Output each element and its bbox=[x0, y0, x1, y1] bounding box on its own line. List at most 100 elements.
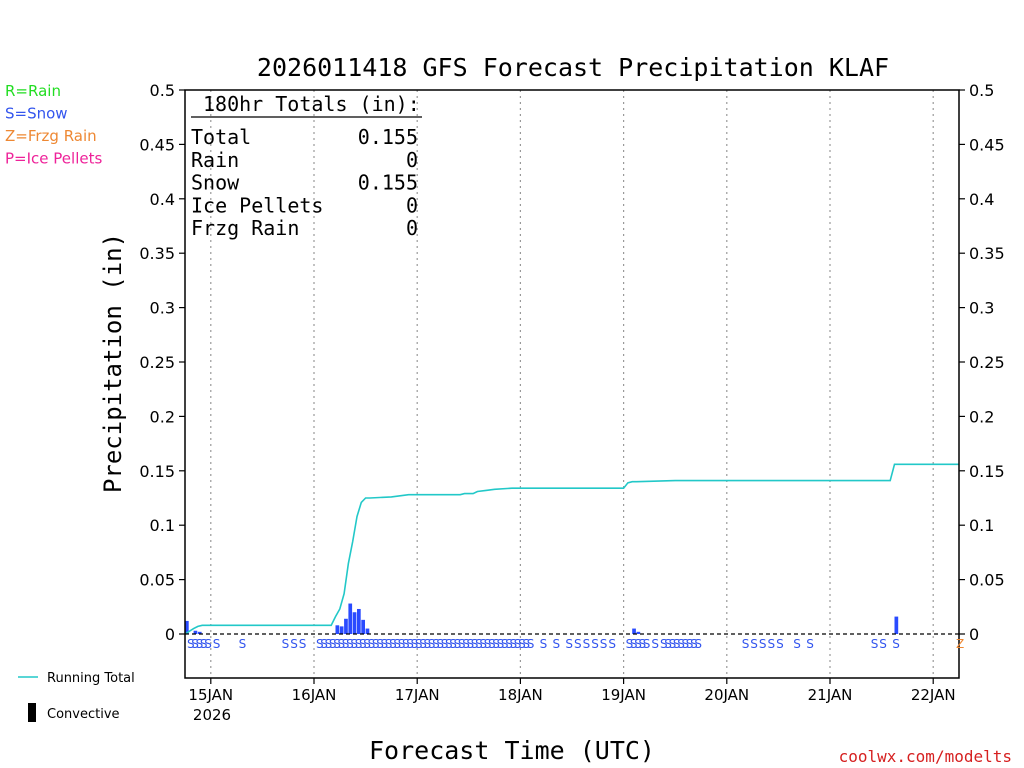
y-tick-label-right: 0.25 bbox=[969, 353, 1005, 372]
type-legend-entry: S=Snow bbox=[5, 105, 68, 123]
snow-marker: S bbox=[290, 637, 298, 651]
y-tick-label-left: 0.3 bbox=[150, 299, 175, 318]
x-axis-ticks: 15JAN 16JAN 17JAN 18JAN 19JAN 20JAN 21JAN 22JAN bbox=[188, 678, 956, 704]
precip-bar-5 bbox=[344, 618, 348, 634]
y-tick-label-left: 0.4 bbox=[150, 190, 175, 209]
snow-marker: S bbox=[282, 637, 290, 651]
snow-marker: S bbox=[368, 637, 376, 651]
snow-marker: S bbox=[686, 637, 694, 651]
snow-marker: S bbox=[350, 637, 358, 651]
snow-marker: S bbox=[514, 637, 522, 651]
series-legend: Running Total Convective bbox=[18, 671, 135, 722]
convective-legend-label: Convective bbox=[47, 707, 120, 722]
snow-marker: S bbox=[376, 637, 384, 651]
snow-marker: S bbox=[527, 637, 535, 651]
running-total-line bbox=[184, 463, 959, 635]
snow-marker: S bbox=[505, 637, 513, 651]
snow-marker: S bbox=[750, 637, 758, 651]
totals-header: 180hr Totals (in): bbox=[203, 92, 420, 116]
snow-marker: S bbox=[553, 637, 561, 651]
snow-marker: S bbox=[436, 637, 444, 651]
x-tick-label: 19JAN bbox=[601, 686, 646, 704]
y-tick-label-left: 0.5 bbox=[150, 81, 175, 100]
snow-marker: S bbox=[871, 637, 879, 651]
snow-marker: S bbox=[806, 637, 814, 651]
snow-marker: S bbox=[630, 637, 638, 651]
snow-marker: S bbox=[892, 637, 900, 651]
snow-marker: S bbox=[196, 637, 204, 651]
snow-marker: S bbox=[677, 637, 685, 651]
totals-value: 0 bbox=[406, 193, 418, 217]
totals-label: Ice Pellets bbox=[191, 193, 323, 217]
snow-marker: S bbox=[488, 637, 496, 651]
type-legend-entry: R=Rain bbox=[5, 82, 61, 100]
y-tick-label-right: 0.15 bbox=[969, 462, 1005, 481]
snow-marker: S bbox=[492, 637, 500, 651]
snow-marker: S bbox=[600, 637, 608, 651]
snow-marker: S bbox=[664, 637, 672, 651]
precip-bar-9 bbox=[361, 619, 365, 634]
snow-marker: S bbox=[742, 637, 750, 651]
x-tick-label: 16JAN bbox=[292, 686, 337, 704]
y-tick-label-left: 0.25 bbox=[139, 353, 175, 372]
snow-marker: S bbox=[393, 637, 401, 651]
snow-marker: S bbox=[574, 637, 582, 651]
snow-marker: S bbox=[479, 637, 487, 651]
totals-box: 180hr Totals (in): Total 0.155 Rain 0 Snow 0.1… bbox=[191, 92, 422, 240]
snow-marker: S bbox=[389, 637, 397, 651]
y-tick-label-left: 0.1 bbox=[150, 516, 175, 535]
precip-bar-3 bbox=[335, 625, 340, 634]
snow-marker: S bbox=[381, 637, 389, 651]
y-tick-label-right: 0.4 bbox=[969, 190, 994, 209]
snow-marker: S bbox=[518, 637, 526, 651]
source-credit: coolwx.com/modelts bbox=[839, 747, 1012, 766]
x-tick-label: 21JAN bbox=[808, 686, 853, 704]
snow-marker: S bbox=[406, 637, 414, 651]
snow-marker: S bbox=[239, 637, 247, 651]
snow-marker: S bbox=[333, 637, 341, 651]
snow-marker: S bbox=[398, 637, 406, 651]
snow-marker: S bbox=[660, 637, 668, 651]
precip-bar-4 bbox=[339, 626, 344, 634]
y-tick-label-right: 0.45 bbox=[969, 135, 1005, 154]
plot-border bbox=[184, 89, 960, 679]
snow-marker: S bbox=[187, 637, 195, 651]
snow-marker: S bbox=[299, 637, 307, 651]
snow-marker: S bbox=[415, 637, 423, 651]
precip-bar-10 bbox=[365, 628, 370, 634]
snow-marker: S bbox=[522, 637, 530, 651]
y-tick-label-left: 0.45 bbox=[139, 135, 175, 154]
snow-marker: S bbox=[320, 637, 328, 651]
x-axis-label: Forecast Time (UTC) bbox=[369, 736, 655, 765]
snow-marker: S bbox=[471, 637, 479, 651]
precip-bar-12 bbox=[636, 631, 641, 634]
snow-marker: S bbox=[673, 637, 681, 651]
precip-bar-0 bbox=[185, 620, 189, 634]
snow-marker: S bbox=[428, 637, 436, 651]
totals-label: Frzg Rain bbox=[191, 216, 299, 240]
snow-marker: S bbox=[501, 637, 509, 651]
snow-marker: S bbox=[510, 637, 518, 651]
precip-bar-2 bbox=[197, 631, 202, 634]
snow-marker: S bbox=[359, 637, 367, 651]
running-total-layer bbox=[184, 463, 959, 635]
snow-marker: S bbox=[879, 637, 887, 651]
totals-label: Rain bbox=[191, 148, 239, 172]
snow-marker: S bbox=[484, 637, 492, 651]
snow-marker: S bbox=[213, 637, 221, 651]
snow-marker: S bbox=[639, 637, 647, 651]
y-tick-label-right: 0.2 bbox=[969, 407, 994, 426]
snow-marker: S bbox=[402, 637, 410, 651]
snow-marker: S bbox=[411, 637, 419, 651]
snow-marker: S bbox=[424, 637, 432, 651]
type-legend-entry: P=Ice Pellets bbox=[5, 150, 102, 168]
convective-legend-swatch bbox=[28, 703, 36, 722]
x-tick-label: 15JAN bbox=[188, 686, 233, 704]
snow-marker: S bbox=[651, 637, 659, 651]
grid-lines bbox=[210, 90, 934, 678]
snow-marker: S bbox=[346, 637, 354, 651]
y-tick-label-right: 0.35 bbox=[969, 244, 1005, 263]
y-tick-label-right: 0.5 bbox=[969, 81, 994, 100]
y-tick-label-left: 0.35 bbox=[139, 244, 175, 263]
